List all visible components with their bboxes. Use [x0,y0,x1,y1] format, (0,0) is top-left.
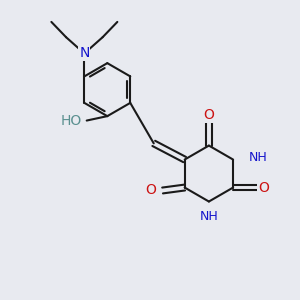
Text: N: N [79,46,89,60]
Text: O: O [203,108,214,122]
Text: HO: HO [61,114,82,128]
Text: NH: NH [200,210,218,223]
Text: NH: NH [248,151,267,164]
Text: O: O [145,184,156,197]
Text: O: O [258,181,269,194]
